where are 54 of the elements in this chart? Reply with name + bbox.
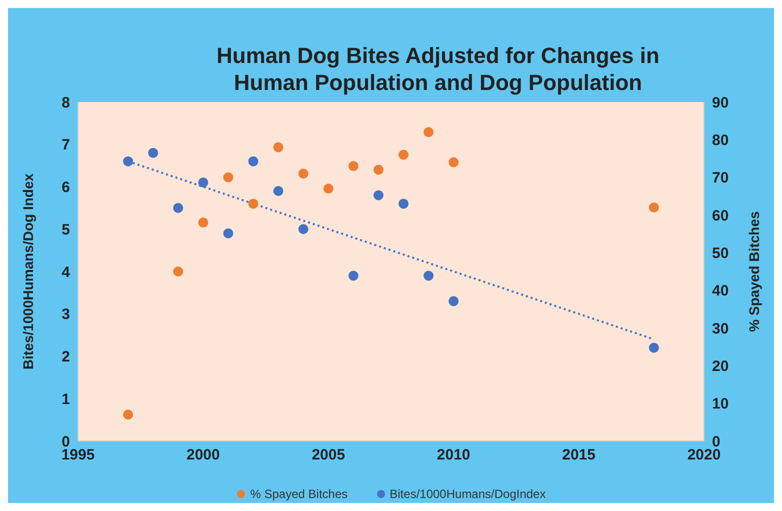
point	[173, 266, 184, 276]
y-tick-label: 5	[62, 221, 70, 238]
y-tick-label: 3	[62, 306, 70, 324]
point	[448, 157, 459, 168]
point	[198, 178, 208, 188]
x-tick-label: 2005	[312, 446, 346, 464]
y-tick-label: 6	[62, 179, 70, 196]
y2-tick-label: 60	[712, 207, 729, 224]
y-tick-label: 1	[62, 390, 70, 408]
point	[398, 198, 409, 209]
point	[298, 168, 308, 179]
point	[348, 161, 358, 172]
y2-tick-label: 40	[712, 282, 729, 300]
y-tick-label: 2	[62, 348, 70, 366]
y2-tick-label: 90	[712, 94, 729, 112]
y-axis-title: Bites/1000Humans/Dog Index	[20, 173, 36, 370]
y-tick-label: 8	[62, 94, 70, 112]
point	[223, 172, 234, 182]
x-tick-label: 2015	[562, 446, 596, 464]
legend-label: Bites/1000Humans/DogIndex	[388, 487, 546, 501]
legend-label: % Spayed Bitches	[249, 487, 348, 501]
point	[273, 186, 284, 196]
y-tick-label: 7	[62, 136, 70, 154]
point	[273, 142, 284, 152]
point	[348, 270, 358, 281]
point	[648, 202, 659, 212]
y2-tick-label: 80	[712, 132, 729, 149]
point	[323, 184, 334, 194]
x-tick-label: 2010	[436, 446, 470, 464]
point	[648, 342, 659, 353]
point	[398, 150, 409, 160]
y-tick-label: 4	[62, 264, 71, 281]
point	[424, 270, 434, 281]
point	[373, 164, 384, 175]
point	[373, 190, 384, 200]
point	[248, 156, 258, 166]
chart-title: Human Dog Bites Adjusted for Changes in Human Population and Dog Population	[216, 42, 660, 96]
x-tick-label: 2000	[186, 446, 220, 464]
point	[173, 202, 184, 213]
y2-tick-label: 50	[712, 244, 729, 262]
point	[424, 127, 434, 138]
y2-tick-label: 70	[712, 170, 729, 187]
point	[148, 148, 158, 158]
point	[123, 410, 134, 420]
point	[123, 156, 134, 166]
point	[223, 228, 234, 238]
point	[198, 218, 208, 228]
y2-axis-title: % Spayed Bitches	[746, 210, 762, 332]
y2-tick-label: 30	[712, 320, 729, 338]
y2-tick-label: 10	[712, 396, 729, 413]
point	[448, 296, 459, 306]
point	[298, 224, 308, 234]
y2-tick-label: 20	[712, 358, 729, 375]
point	[248, 198, 258, 209]
